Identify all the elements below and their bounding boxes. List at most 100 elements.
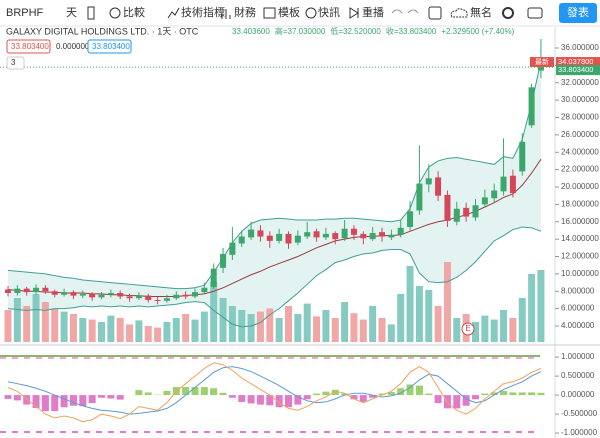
cloud-icon[interactable] (450, 8, 468, 18)
volume-bar (41, 302, 49, 342)
candle-body (79, 293, 86, 296)
candle-body (294, 235, 301, 243)
candle-body (182, 294, 189, 297)
symbol[interactable]: BRPHF (6, 7, 44, 19)
volume-bar (341, 302, 349, 342)
ohlc-value: 低=32.520000 (330, 26, 381, 36)
candle-body (481, 197, 488, 205)
histogram-bar (182, 387, 190, 396)
histogram-bar (266, 395, 274, 406)
event-label: E (465, 324, 470, 333)
replay[interactable]: 重播 (362, 5, 384, 19)
ohlc-value: 收=33.803400 (386, 26, 437, 36)
candle-body (500, 176, 507, 192)
chart-layer: 4.000000 6.000000 8.000000 10.000000 12.0000… (0, 39, 600, 437)
templates-icon[interactable] (263, 7, 276, 19)
histogram-bar (359, 395, 367, 402)
candle-body (407, 211, 414, 227)
compare-icon[interactable] (109, 7, 121, 19)
histogram-bar (41, 395, 49, 412)
volume-bar (172, 318, 180, 342)
y-tick-label: 16.000000 (561, 217, 599, 226)
histogram-bar (285, 395, 292, 408)
candle-body (135, 295, 142, 299)
histogram-bar (331, 389, 339, 396)
candle-body (210, 268, 217, 287)
y-tick-label: 10.000000 (561, 269, 599, 278)
histogram-bar (144, 392, 152, 396)
y-tick-label: -1.000000 (561, 428, 598, 437)
volume-bar (247, 314, 255, 342)
candle-body (107, 292, 114, 295)
interval[interactable]: 天 (66, 7, 77, 19)
histogram-bar (294, 395, 302, 405)
candle-body (528, 87, 535, 126)
templates[interactable]: 模板 (278, 5, 300, 19)
legend-title: GALAXY DIGITAL HOLDINGS LTD. · 1天 · OTC (6, 26, 199, 36)
candle-body (397, 227, 404, 235)
volume-bar (116, 318, 124, 342)
price-tag-name: 最新 (535, 57, 549, 66)
replay-icon[interactable] (349, 7, 359, 19)
fullscreen-icon[interactable] (428, 6, 442, 20)
volume-bar (490, 319, 498, 342)
volume-bar (256, 311, 264, 342)
financials-icon[interactable] (221, 9, 231, 19)
histogram-bar (32, 395, 40, 408)
volume-bar (200, 311, 208, 342)
candle-body (491, 190, 498, 199)
indicators[interactable]: 技術指標 (181, 5, 225, 19)
bar-style-icon[interactable] (87, 6, 95, 20)
candle-body (453, 208, 460, 222)
volume-bar (154, 327, 162, 342)
volume-bar (88, 319, 96, 342)
volume-bar (126, 324, 134, 342)
alerts-icon[interactable] (305, 7, 317, 19)
candle-body (238, 236, 245, 244)
volume-bar (51, 308, 59, 342)
collapse-count[interactable]: 3 (11, 58, 16, 67)
snapshot-icon[interactable] (527, 7, 543, 19)
y-tick-label: 4.000000 (561, 321, 595, 330)
volume-bar (32, 294, 40, 342)
candle-body (201, 287, 208, 293)
undo-icon[interactable] (391, 9, 403, 14)
candle-body (537, 67, 544, 71)
candle-body (276, 233, 283, 241)
volume-bar (191, 319, 199, 342)
histogram-bar (135, 390, 143, 396)
candle-body (472, 205, 479, 218)
volume-bar (537, 270, 545, 342)
y-tick-label: 0.000000 (561, 390, 595, 399)
volume-bar (472, 322, 479, 342)
volume-bar (331, 318, 339, 342)
volume-bar (500, 310, 508, 342)
candle-body (332, 233, 339, 240)
candle-body (369, 233, 376, 240)
layout-name[interactable]: 無名 (470, 5, 492, 19)
alerts[interactable]: 快訊 (318, 5, 340, 19)
publish[interactable]: 發表 (567, 5, 589, 19)
histogram-bar (322, 391, 330, 396)
redo-icon[interactable] (407, 9, 419, 14)
compare[interactable]: 比較 (123, 5, 145, 19)
candle-body (285, 233, 292, 244)
candle-body (220, 253, 227, 268)
indicators-icon[interactable] (167, 7, 180, 19)
histogram-bar (425, 393, 433, 396)
volume-bar (369, 306, 377, 342)
collapse-button[interactable] (6, 56, 25, 70)
settings-icon[interactable] (502, 7, 514, 19)
candle-body (33, 287, 40, 293)
financials[interactable]: 財務 (234, 5, 256, 19)
candle-body (70, 292, 77, 296)
volume-bar (387, 324, 395, 342)
y-tick-label: 8.000000 (561, 286, 595, 295)
publish-button[interactable] (559, 3, 597, 23)
volume-bar (397, 294, 405, 342)
candle-body (360, 233, 367, 239)
y-tick-label: 20.000000 (561, 182, 599, 191)
ohlc-legend: 33.403600 高=37.030000 低=32.520000 收=33.8034… (232, 26, 515, 36)
y-tick-label: 14.000000 (561, 234, 599, 243)
